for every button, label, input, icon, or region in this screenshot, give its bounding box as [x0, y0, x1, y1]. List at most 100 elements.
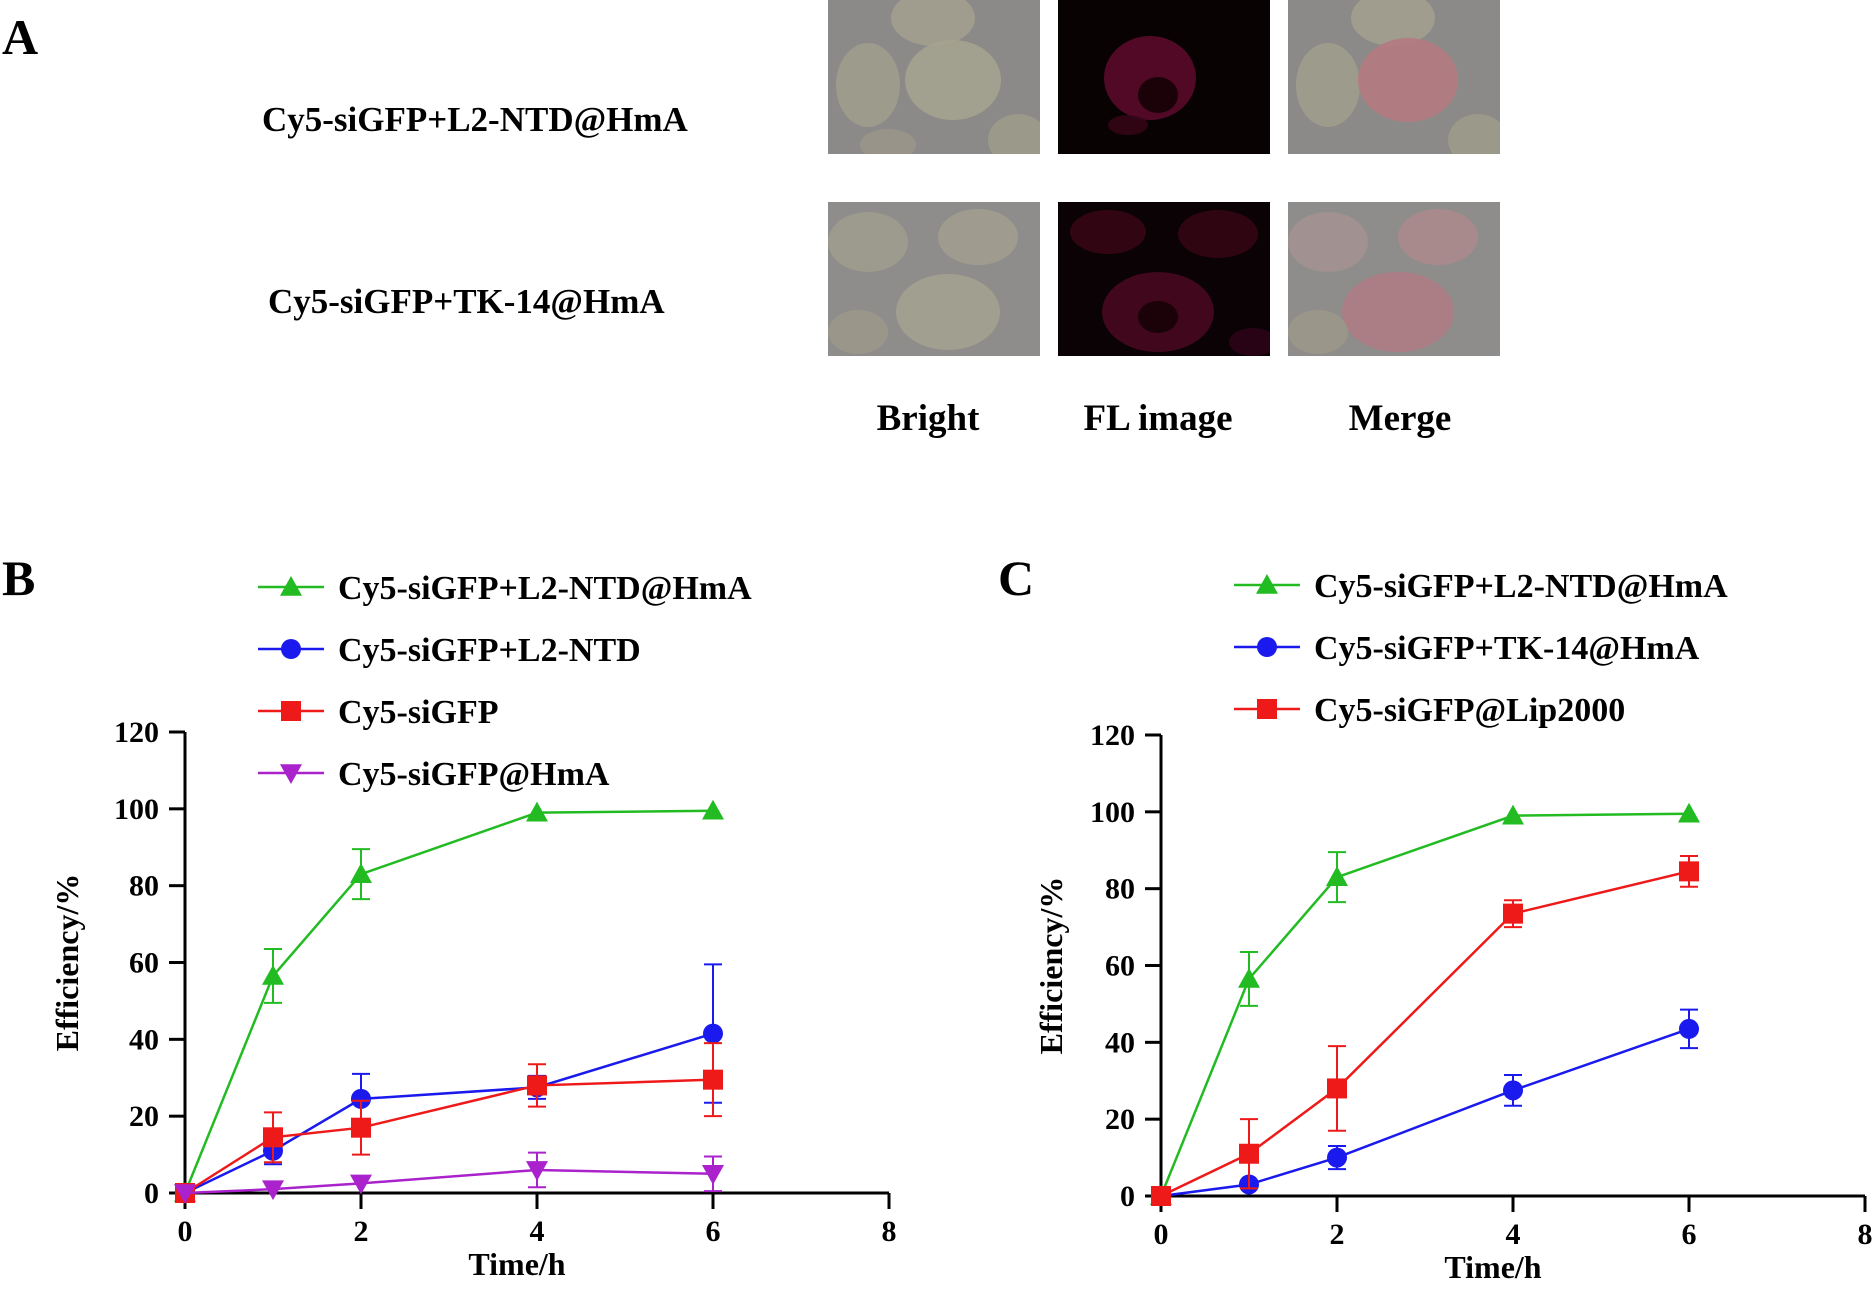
panel-b-y-axis-label: Efficiency/%: [49, 874, 85, 1052]
panel-c-series-3-line: [1160, 870, 1690, 1198]
bright-image-row1: [828, 0, 1040, 154]
panel-c-y-tick-label: 60: [1105, 950, 1135, 983]
panel-b-series-4-legend-label: Cy5-siGFP@HmA: [338, 756, 610, 793]
panel-b-series-1-point: [174, 1182, 196, 1202]
panel-c-series-3-legend-label: Cy5-siGFP@Lip2000: [1314, 692, 1625, 729]
panel-c-series-1-point: [1326, 866, 1348, 886]
panel-b-y-tick-label: 80: [129, 870, 159, 903]
panel-c-series-3-point: [1503, 903, 1523, 924]
panel-b-series-3-point: [703, 1069, 723, 1090]
panel-b-x-tick-label: 6: [706, 1215, 721, 1248]
panel-b-y-tick-label: 40: [129, 1023, 159, 1056]
panel-c-series-2-point: [1151, 1186, 1171, 1206]
panel-b-series-4-point: [262, 1180, 284, 1201]
panel-b-series-4-line: [184, 1168, 714, 1195]
panel-b-x-tick-label: 2: [354, 1215, 369, 1248]
panel-c-y-tick-label: 0: [1120, 1180, 1135, 1213]
panel-b-y-tick-label: 60: [129, 947, 159, 980]
panel-c-series-1-legend-label: Cy5-siGFP+L2-NTD@HmA: [1314, 568, 1728, 605]
panel-b-series-2-point: [527, 1077, 547, 1098]
panel-b-series-1-point: [262, 964, 284, 985]
panel-b-series-3-legend-marker: [281, 701, 301, 721]
panel-b-y-tick-label: 120: [114, 716, 159, 749]
panel-b-series-2-point: [263, 1140, 283, 1161]
panel-c-series-1-legend-marker: [1256, 574, 1278, 594]
column-label-merge: Merge: [1348, 398, 1452, 439]
panel-c-series-1-point: [1238, 967, 1260, 988]
panel-c-series-1-point: [1502, 804, 1524, 825]
panel-b-series-1-legend-label: Cy5-siGFP+L2-NTD@HmA: [338, 570, 752, 607]
panel-a-letter: A: [2, 9, 39, 65]
panel-b-x-tick-label: 0: [178, 1215, 193, 1248]
panel-b-series-3-point: [527, 1075, 547, 1096]
panel-b-series-4-point: [174, 1184, 196, 1204]
panel-c-y-tick-label: 80: [1105, 873, 1135, 906]
panel-c-y-axis-label: Efficiency/%: [1033, 877, 1069, 1055]
panel-b-series-4-point: [526, 1161, 548, 1181]
panel-b-y-tick-label: 0: [144, 1177, 159, 1210]
panel-b-series-2-legend-marker: [281, 639, 301, 659]
panel-b-series-3-point: [351, 1117, 371, 1138]
merge-image-row1: [1288, 0, 1500, 154]
row-label-l2-ntd-hma: Cy5-siGFP+L2-NTD@HmA: [262, 100, 688, 139]
panel-b-series-1-point: [350, 863, 372, 883]
fl-image-row2: [1058, 202, 1270, 356]
bright-image-row2: [828, 202, 1040, 356]
panel-b-y-tick-label: 20: [129, 1100, 159, 1133]
panel-b-series-3-point: [175, 1183, 195, 1203]
panel-c-series-2-legend-marker: [1257, 637, 1277, 657]
panel-b-series-2-line: [184, 1032, 714, 1195]
panel-c-series-1-point: [1150, 1185, 1172, 1205]
panel-c-series-3-point: [1239, 1143, 1259, 1164]
panel-c-series-3-point: [1151, 1186, 1171, 1206]
panel-c-y-tick-label: 100: [1090, 796, 1135, 829]
panel-b-series-4-point: [702, 1164, 724, 1185]
panel-c-series-2-point: [1679, 1018, 1699, 1039]
panel-c-series-3-point: [1679, 861, 1699, 882]
panel-c-series-1-line: [1159, 812, 1690, 1197]
panel-c-series-2-point: [1503, 1080, 1523, 1101]
row-label-tk14-hma: Cy5-siGFP+TK-14@HmA: [268, 282, 665, 321]
panel-b-series-1-point: [702, 799, 724, 820]
panel-c-x-tick-label: 0: [1154, 1218, 1169, 1251]
merge-image-row2: [1288, 202, 1500, 356]
panel-b-series-2-point: [351, 1088, 371, 1109]
fl-image-row1: [1058, 0, 1270, 154]
panel-b-letter: B: [2, 550, 35, 606]
panel-b-series-1-line: [183, 809, 714, 1194]
panel-c-x-tick-label: 6: [1682, 1218, 1697, 1251]
panel-c-x-tick-label: 4: [1506, 1218, 1521, 1251]
panel-c-letter: C: [998, 550, 1034, 606]
panel-c-series-2-point: [1239, 1174, 1259, 1195]
panel-c-series-3-legend-marker: [1257, 699, 1277, 719]
panel-b-series-3-point: [263, 1127, 283, 1148]
panel-c-y-tick-label: 20: [1105, 1103, 1135, 1136]
panel-b-series-4-legend-marker: [280, 764, 302, 784]
panel-c-x-axis-label: Time/h: [1444, 1249, 1541, 1285]
panel-c-series-2-point: [1327, 1147, 1347, 1168]
panel-b-series-2-point: [175, 1183, 195, 1203]
panel-c-series-3-point: [1327, 1078, 1347, 1099]
panel-b-series-1-legend-marker: [280, 576, 302, 596]
panel-b-x-tick-label: 8: [882, 1215, 897, 1248]
panel-b-x-axis-label: Time/h: [468, 1246, 565, 1282]
panel-c-y-tick-label: 120: [1090, 719, 1135, 752]
panel-b-series-1-point: [526, 801, 548, 822]
panel-c-x-tick-label: 2: [1330, 1218, 1345, 1251]
panel-c-series-1-point: [1678, 802, 1700, 823]
column-label-bright: Bright: [876, 398, 980, 439]
panel-b-series-3-legend-label: Cy5-siGFP: [338, 694, 499, 731]
panel-b-y-tick-label: 100: [114, 793, 159, 826]
panel-c-y-tick-label: 40: [1105, 1026, 1135, 1059]
panel-b-series-4-point: [350, 1174, 372, 1195]
panel-b-series-2-point: [703, 1023, 723, 1044]
panel-c-x-tick-label: 8: [1858, 1218, 1873, 1251]
panel-b-series-2-legend-label: Cy5-siGFP+L2-NTD: [338, 632, 641, 669]
panel-b-x-tick-label: 4: [530, 1215, 545, 1248]
panel-b-series-3-line: [184, 1078, 714, 1195]
column-label-fl-image: FL image: [1083, 398, 1233, 439]
panel-c-series-2-line: [1160, 1027, 1690, 1198]
panel-c-series-2-legend-label: Cy5-siGFP+TK-14@HmA: [1314, 630, 1700, 667]
